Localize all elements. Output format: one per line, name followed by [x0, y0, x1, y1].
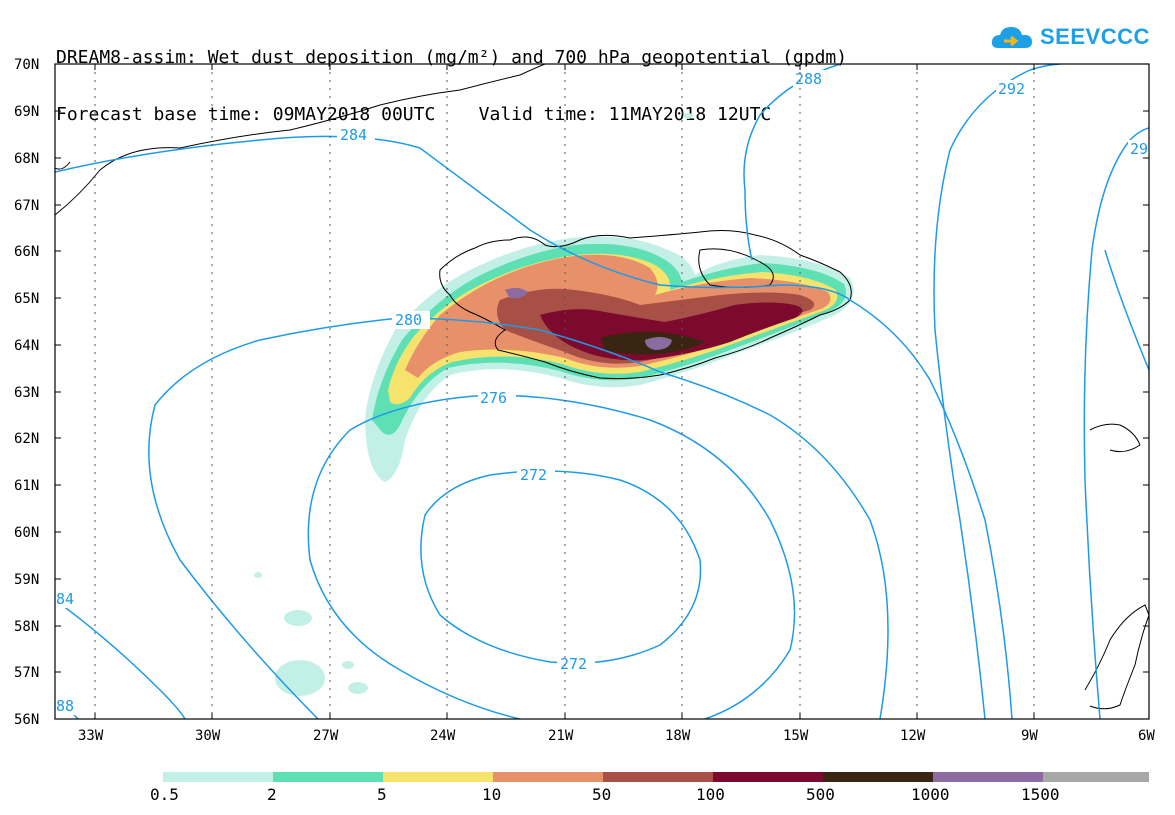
lat-label-70n: 70N — [14, 57, 39, 73]
legend-label-2: 2 — [267, 785, 277, 804]
lat-label-68n: 68N — [14, 151, 39, 167]
legend-swatch-9 — [1043, 772, 1149, 782]
contour-label-272-upper: 272 — [520, 466, 547, 484]
lat-label-57n: 57N — [14, 665, 39, 681]
seevccc-logo: SEEVCCC — [990, 20, 1150, 54]
lat-label-59n: 59N — [14, 572, 39, 588]
lat-label-66n: 66N — [14, 244, 39, 260]
lon-label-27w: 27W — [313, 728, 339, 744]
contour-label-29: 29 — [1130, 140, 1148, 158]
contour-label-288: 288 — [795, 70, 822, 88]
legend-swatch-1 — [163, 772, 273, 782]
legend-labels: 0.5 2 5 10 50 100 500 1000 1500 — [150, 785, 1060, 804]
lat-label-58n: 58N — [14, 619, 39, 635]
lat-label-67n: 67N — [14, 198, 39, 214]
map-title: DREAM8-assim: Wet dust deposition (mg/m²… — [56, 10, 847, 143]
legend-swatch-5 — [603, 772, 713, 782]
lon-label-6w: 6W — [1138, 728, 1155, 744]
lat-label-56n: 56N — [14, 712, 39, 728]
title-line-1: DREAM8-assim: Wet dust deposition (mg/m²… — [56, 47, 848, 68]
legend-swatch-8 — [933, 772, 1043, 782]
contour-labels: 284 288 292 29 280 276 272 272 84 88 — [55, 70, 1149, 715]
contour-label-84: 84 — [56, 590, 74, 608]
legend-label-1500: 1500 — [1021, 785, 1060, 804]
contour-label-276: 276 — [480, 389, 507, 407]
contour-label-280: 280 — [395, 311, 422, 329]
lat-label-64n: 64N — [14, 338, 39, 354]
legend-swatch-4 — [493, 772, 603, 782]
lon-label-24w: 24W — [430, 728, 456, 744]
lon-label-15w: 15W — [783, 728, 809, 744]
latitude-labels: 70N 69N 68N 67N 66N 65N 64N 63N 62N 61N … — [14, 57, 39, 728]
lon-label-18w: 18W — [665, 728, 691, 744]
legend-label-5: 5 — [377, 785, 387, 804]
legend-label-50: 50 — [592, 785, 611, 804]
legend-swatch-6 — [713, 772, 823, 782]
contour-label-88: 88 — [56, 697, 74, 715]
lat-label-65n: 65N — [14, 291, 39, 307]
logo-text: SEEVCCC — [1040, 24, 1150, 49]
legend-label-1000: 1000 — [911, 785, 950, 804]
geopotential-contours — [55, 64, 1149, 719]
cloud-arrow-icon — [991, 27, 1032, 48]
legend-label-100: 100 — [696, 785, 725, 804]
dust-deposition-field — [254, 113, 854, 696]
lat-label-61n: 61N — [14, 478, 39, 494]
lon-label-30w: 30W — [195, 728, 221, 744]
contour-label-292: 292 — [998, 80, 1025, 98]
lon-label-33w: 33W — [78, 728, 104, 744]
legend-swatch-3 — [383, 772, 493, 782]
grid-meridians — [94, 64, 1035, 719]
legend-label-10: 10 — [482, 785, 501, 804]
lon-label-21w: 21W — [548, 728, 574, 744]
lat-label-69n: 69N — [14, 104, 39, 120]
title-line-2: Forecast base time: 09MAY2018 00UTC Vali… — [56, 104, 772, 125]
legend-swatch-7 — [823, 772, 933, 782]
lat-label-63n: 63N — [14, 385, 39, 401]
lon-label-12w: 12W — [900, 728, 926, 744]
longitude-labels: 33W 30W 27W 24W 21W 18W 15W 12W 9W 6W — [78, 728, 1155, 744]
lat-label-62n: 62N — [14, 431, 39, 447]
lon-label-9w: 9W — [1021, 728, 1038, 744]
legend-label-0-5: 0.5 — [150, 785, 179, 804]
contour-label-284: 284 — [340, 126, 367, 144]
map-frame — [54, 63, 1150, 720]
longitude-axis — [94, 64, 1035, 719]
latitude-axis — [55, 63, 1149, 720]
legend-swatch-2 — [273, 772, 383, 782]
legend-colorbar — [163, 772, 1149, 782]
contour-label-272-lower: 272 — [560, 655, 587, 673]
legend-label-500: 500 — [806, 785, 835, 804]
lat-label-60n: 60N — [14, 525, 39, 541]
